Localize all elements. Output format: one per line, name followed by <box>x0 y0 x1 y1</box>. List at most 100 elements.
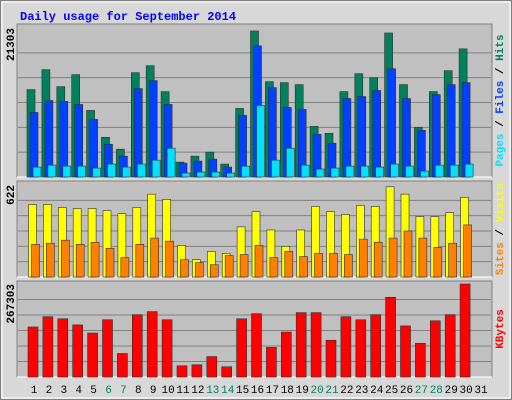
bar <box>176 365 188 378</box>
bar <box>47 164 57 178</box>
bar <box>444 314 456 378</box>
bar <box>72 324 83 378</box>
x-tick-label: 16 <box>251 385 264 397</box>
x-tick-label: 10 <box>161 385 174 397</box>
bar <box>417 129 426 178</box>
bar <box>269 257 279 278</box>
legend-entry: Sites <box>495 242 507 275</box>
bar <box>299 256 309 278</box>
bar <box>120 257 130 278</box>
x-tick-label: 17 <box>266 385 279 397</box>
x-tick-label: 29 <box>445 385 458 397</box>
x-tick-label: 18 <box>281 385 294 397</box>
bar <box>241 165 250 178</box>
bar <box>357 96 367 178</box>
x-tick-label: 19 <box>296 385 309 397</box>
legend-space <box>495 61 507 68</box>
bar <box>420 170 429 178</box>
bar <box>196 171 206 178</box>
x-tick-label: 28 <box>430 385 443 397</box>
bar <box>236 318 247 378</box>
bar <box>385 296 396 378</box>
y-max-label: 21303 <box>6 28 18 61</box>
bar <box>330 167 340 178</box>
x-tick-label: 12 <box>191 385 204 397</box>
x-tick-label: 1 <box>31 385 38 397</box>
x-tick-label: 8 <box>135 385 142 397</box>
bar <box>342 98 352 178</box>
x-tick-label: 30 <box>459 385 472 397</box>
bar <box>221 366 232 378</box>
bar <box>146 311 158 378</box>
x-tick-label: 14 <box>221 385 235 397</box>
legend-space <box>495 74 507 81</box>
x-tick-label: 23 <box>355 385 368 397</box>
bar <box>463 224 472 278</box>
bar <box>256 105 265 178</box>
x-tick-label: 22 <box>340 385 353 397</box>
bar <box>280 331 292 378</box>
bar <box>77 165 86 178</box>
x-tick-label: 24 <box>370 385 384 397</box>
y-max-label: 267303 <box>6 284 18 324</box>
bar <box>310 312 322 378</box>
x-tick-label: 25 <box>385 385 398 397</box>
x-tick-label: 26 <box>400 385 413 397</box>
bar <box>191 364 203 378</box>
legend-entry: Visits <box>495 183 507 223</box>
bar <box>464 163 474 178</box>
legend-entry: Files <box>495 81 507 114</box>
x-tick-label: 20 <box>310 385 323 397</box>
bar <box>461 82 471 178</box>
bar <box>403 230 413 278</box>
bar <box>390 163 399 178</box>
legend-entry: Pages <box>495 134 507 167</box>
bar <box>151 159 161 178</box>
bar <box>254 245 264 278</box>
bar <box>75 244 85 278</box>
bar <box>181 172 191 178</box>
bar <box>429 320 441 378</box>
bar <box>137 163 146 178</box>
bar <box>373 241 383 278</box>
bar <box>370 314 382 378</box>
bar <box>340 316 352 378</box>
bar <box>132 314 143 378</box>
bar <box>42 316 54 378</box>
bar <box>388 237 398 278</box>
bar <box>166 147 176 178</box>
x-tick-label: 2 <box>46 385 53 397</box>
bar <box>239 254 249 278</box>
bar <box>360 165 370 178</box>
bar <box>372 90 382 178</box>
y-max-label: 622 <box>6 185 18 205</box>
bar <box>325 339 337 378</box>
x-tick-label: 11 <box>176 385 190 397</box>
bar <box>345 165 355 178</box>
bar <box>150 237 159 278</box>
legend-separator: / <box>495 120 507 127</box>
bar <box>46 242 55 278</box>
bar <box>448 242 458 278</box>
bar <box>210 264 219 278</box>
bar <box>375 166 385 178</box>
bar <box>446 84 456 178</box>
x-tick-label: 15 <box>236 385 249 397</box>
bar <box>266 347 277 378</box>
legend-entry: KBytes <box>495 309 507 349</box>
bar <box>400 325 411 378</box>
bar <box>418 237 428 278</box>
bar <box>206 356 218 378</box>
bar <box>135 244 145 278</box>
bar <box>358 238 368 278</box>
bar <box>62 165 72 178</box>
bar <box>295 312 307 378</box>
x-tick-label: 21 <box>325 385 339 397</box>
bar <box>165 240 174 278</box>
legend-entry: Hits <box>495 34 507 60</box>
legend-separator: / <box>495 229 507 236</box>
bar <box>433 247 443 278</box>
bar <box>59 101 69 178</box>
